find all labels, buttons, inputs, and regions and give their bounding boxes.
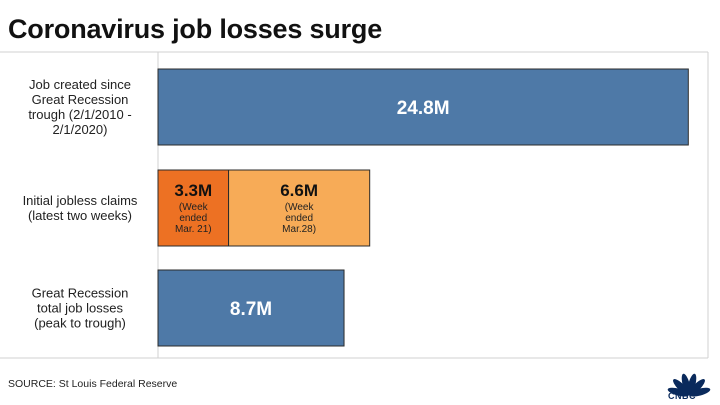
category-label-line: Job created since [29,77,131,92]
category-label-line: trough (2/1/2010 - [28,107,131,122]
data-note-line: Mar. 21) [175,224,212,235]
category-label-line: (latest two weeks) [28,208,132,223]
data-note-line: (Week [179,202,209,213]
category-label: Job created since Great Recession trough (… [28,77,131,137]
category-label: Great Recession total job losses (peak to … [32,286,129,331]
data-note-line: (Week [285,202,315,213]
data-note-line: ended [285,213,313,224]
category-label-line: (peak to trough) [34,316,126,331]
bars-group: 24.8M3.3M(Week ended Mar. 21)6.6M(Week ende… [157,68,689,347]
chart-title: Coronavirus job losses surge [8,14,383,44]
category-label-line: Initial jobless claims [23,193,138,208]
peacock-icon [667,373,711,397]
data-note: (Week ended Mar. 21) [175,202,212,235]
data-note-line: Mar.28) [282,224,316,235]
data-label: 6.6M [280,181,318,200]
bar [157,269,345,347]
bar [157,169,230,247]
data-label: 3.3M [174,181,212,200]
data-note-line: ended [179,213,207,224]
category-label-line: 2/1/2020) [53,122,108,137]
data-label: 8.7M [230,299,272,320]
category-label: Initial jobless claims (latest two weeks) [23,193,138,223]
cnbc-logo-text: CNBC [668,391,696,401]
bar [228,169,371,247]
category-label-line: Great Recession [32,92,129,107]
category-label-line: Great Recession [32,286,129,301]
category-label-line: total job losses [37,301,123,316]
bar-chart: 24.8M3.3M(Week ended Mar. 21)6.6M(Week ende… [0,51,709,359]
source-note: SOURCE: St Louis Federal Reserve [8,378,178,390]
data-note: (Week ended Mar.28) [282,202,316,235]
data-label: 24.8M [397,98,450,119]
bar [157,68,689,146]
